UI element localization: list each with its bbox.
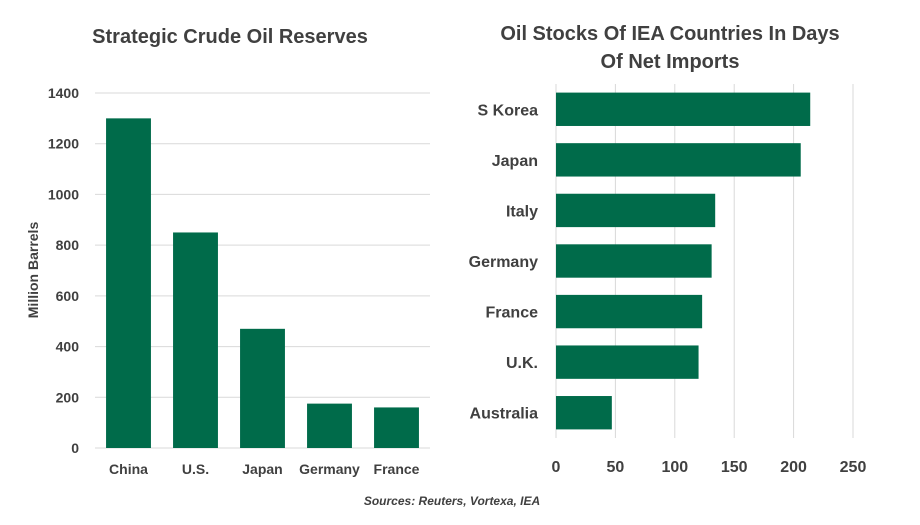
left-y-tick-label: 1000: [48, 186, 79, 202]
right-category-label: Australia: [470, 406, 539, 423]
right-chart: Oil Stocks Of IEA Countries In Days Of N…: [469, 23, 867, 476]
right-category-label: France: [486, 305, 539, 322]
left-y-ticks: 0 200 400 600 800 1000 1200 1400: [48, 85, 79, 456]
hbar-italy: [556, 193, 716, 228]
bar-china: [106, 118, 151, 448]
hbar-australia: [556, 396, 612, 430]
bar-france: [374, 407, 419, 448]
left-bars: [106, 118, 419, 448]
left-y-tick-label: 800: [56, 237, 80, 253]
hbar-u-k: [556, 345, 699, 379]
left-y-tick-label: 0: [71, 440, 79, 456]
right-x-tick-label: 50: [607, 459, 625, 476]
right-category-label: U.K.: [506, 355, 538, 372]
hbar-germany: [556, 244, 712, 278]
left-y-tick-label: 400: [56, 339, 80, 355]
right-x-tick-label: 250: [840, 459, 867, 476]
right-chart-title-line-1: Oil Stocks Of IEA Countries In Days: [500, 23, 839, 45]
left-x-tick-label: France: [374, 461, 420, 477]
left-y-tick-label: 1400: [48, 85, 79, 101]
right-category-labels: S Korea Japan Italy Germany France U.K. Austra…: [469, 102, 538, 422]
right-bars: [556, 92, 811, 430]
left-y-axis-title: Million Barrels: [25, 222, 41, 319]
left-x-tick-label: Japan: [242, 461, 282, 477]
bar-japan: [240, 328, 285, 448]
right-x-tick-label: 200: [780, 459, 807, 476]
bar-germany: [307, 403, 352, 448]
left-x-tick-label: U.S.: [182, 461, 209, 477]
right-category-label: Japan: [492, 153, 538, 170]
left-y-tick-label: 1200: [48, 136, 79, 152]
right-x-ticks: 0 50 100 150 200 250: [552, 459, 867, 476]
right-x-tick-label: 0: [552, 459, 561, 476]
left-x-ticks: China U.S. Japan Germany France: [109, 461, 420, 477]
right-category-label: S Korea: [478, 102, 539, 119]
right-chart-title-line-2: Of Net Imports: [601, 51, 740, 73]
left-y-tick-label: 600: [56, 288, 80, 304]
hbar-s-korea: [556, 92, 811, 126]
hbar-japan: [556, 143, 801, 177]
hbar-france: [556, 294, 703, 329]
right-x-tick-label: 100: [661, 459, 688, 476]
left-x-tick-label: China: [109, 461, 148, 477]
left-chart: Strategic Crude Oil Reserves 0 200 400 600 8…: [25, 26, 430, 477]
left-y-tick-label: 200: [56, 389, 80, 405]
right-category-label: Italy: [506, 203, 538, 220]
bar-u-s: [173, 232, 218, 448]
left-x-tick-label: Germany: [299, 461, 360, 477]
right-category-label: Germany: [469, 254, 538, 271]
right-x-tick-label: 150: [721, 459, 748, 476]
source-note: Sources: Reuters, Vortexa, IEA: [364, 494, 540, 508]
left-chart-title: Strategic Crude Oil Reserves: [92, 26, 368, 48]
